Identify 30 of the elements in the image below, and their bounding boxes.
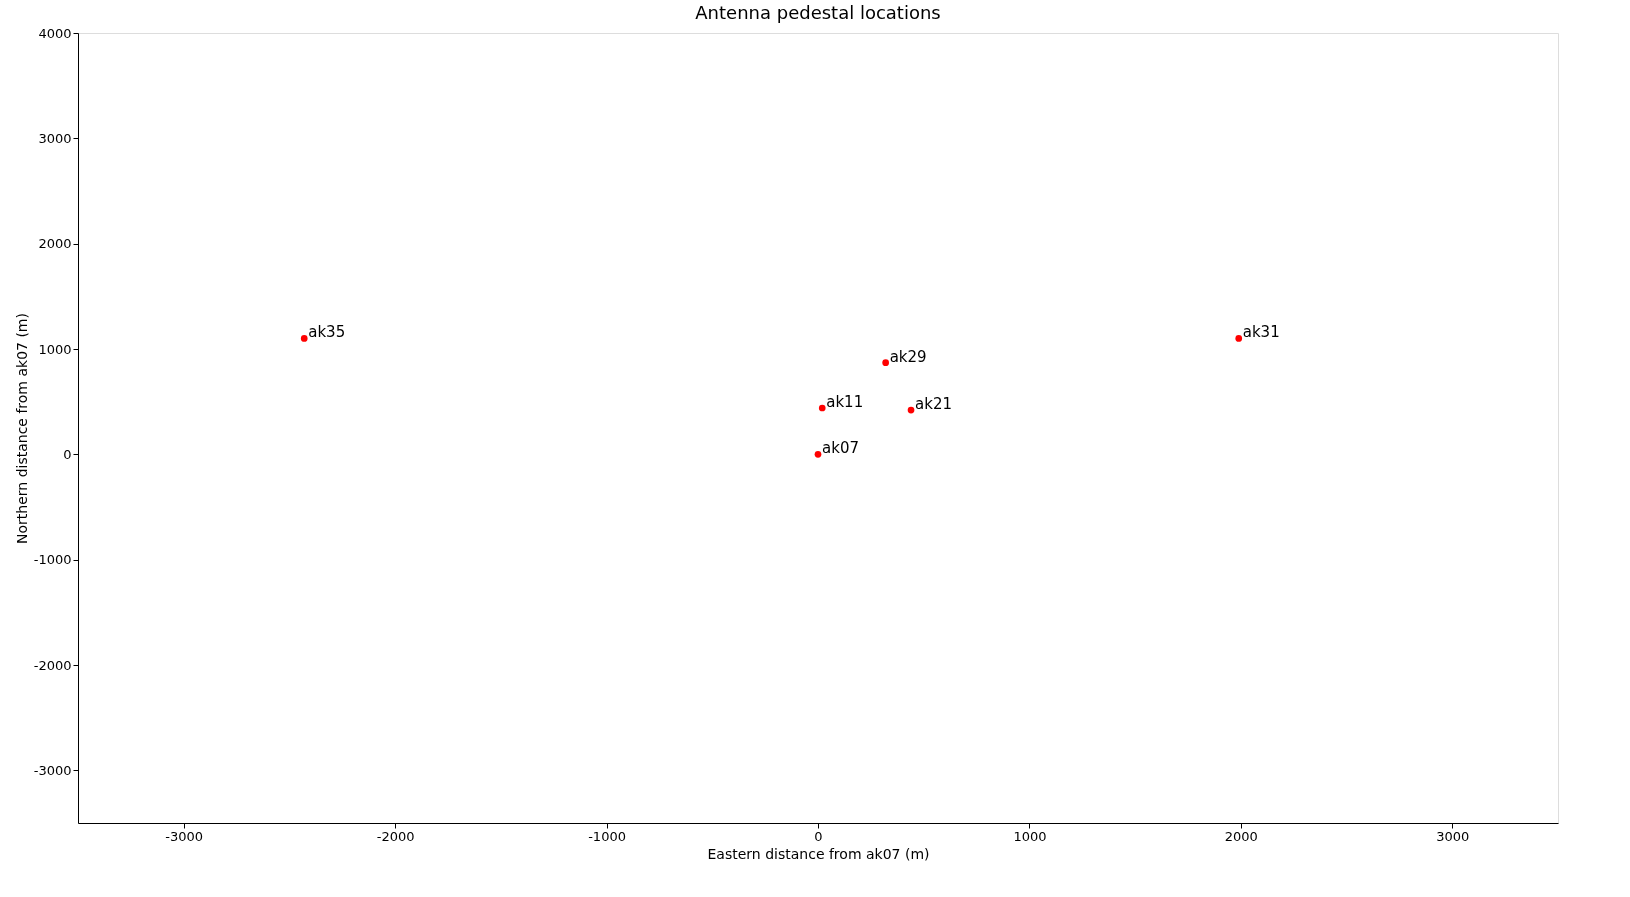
y-tick-label: 1000 xyxy=(38,341,72,357)
x-tick-label: -2000 xyxy=(376,828,415,844)
annotation: ak11 xyxy=(826,392,864,411)
x-tick-label: 0 xyxy=(814,828,823,844)
y-tick-label: 3000 xyxy=(38,130,72,146)
y-tick-label: 0 xyxy=(63,446,72,462)
y-tick-label: 2000 xyxy=(38,236,72,252)
y-tick-label: 4000 xyxy=(38,25,72,41)
annotation: ak31 xyxy=(1242,323,1280,342)
x-tick-label: 1000 xyxy=(1013,828,1047,844)
y-axis-title: Northern distance from ak07 (m) xyxy=(13,313,30,544)
point xyxy=(818,404,826,412)
x-tick-label: 2000 xyxy=(1224,828,1258,844)
point xyxy=(814,450,822,458)
annotation: ak21 xyxy=(915,395,952,414)
x-tick-label: 3000 xyxy=(1436,828,1470,844)
point xyxy=(300,335,308,342)
point xyxy=(882,359,890,367)
point xyxy=(907,406,915,414)
chart-title: Antenna pedestal locations xyxy=(695,2,941,23)
x-axis-title: Eastern distance from ak07 (m) xyxy=(707,845,930,862)
y-tick-label: -1000 xyxy=(33,552,72,568)
y-tick-label: -3000 xyxy=(33,762,72,778)
annotation: ak07 xyxy=(822,439,859,458)
point xyxy=(1235,335,1243,342)
annotation: ak29 xyxy=(889,347,927,366)
x-tick-label: -1000 xyxy=(588,828,626,844)
y-tick-label: -2000 xyxy=(33,657,72,673)
annotation: ak35 xyxy=(308,323,346,342)
x-tick-label: -3000 xyxy=(165,828,204,844)
